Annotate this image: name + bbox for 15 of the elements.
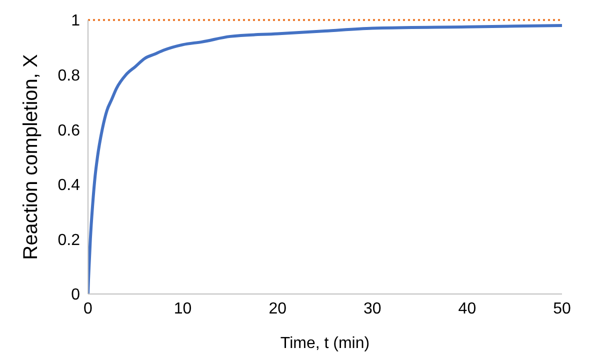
y-tick-label: 0.2 bbox=[58, 232, 80, 249]
y-tick-label: 0 bbox=[71, 286, 80, 304]
x-tick-label: 40 bbox=[458, 300, 476, 318]
y-axis-title: Reaction completion, X bbox=[20, 54, 42, 260]
line-series bbox=[88, 24, 562, 294]
y-tick-label: 0.4 bbox=[58, 177, 80, 194]
x-tick-label: 30 bbox=[364, 300, 382, 318]
x-tick-label: 0 bbox=[84, 300, 93, 318]
x-tick-label: 10 bbox=[174, 300, 192, 318]
x-tick-label: 20 bbox=[268, 300, 287, 318]
y-tick-label: 1 bbox=[71, 12, 80, 30]
y-tick-label: 0.8 bbox=[58, 67, 80, 84]
y-tick-label: 0.6 bbox=[58, 122, 80, 140]
x-tick-label: 50 bbox=[553, 300, 571, 318]
x-axis-title: Time, t (min) bbox=[280, 335, 370, 352]
